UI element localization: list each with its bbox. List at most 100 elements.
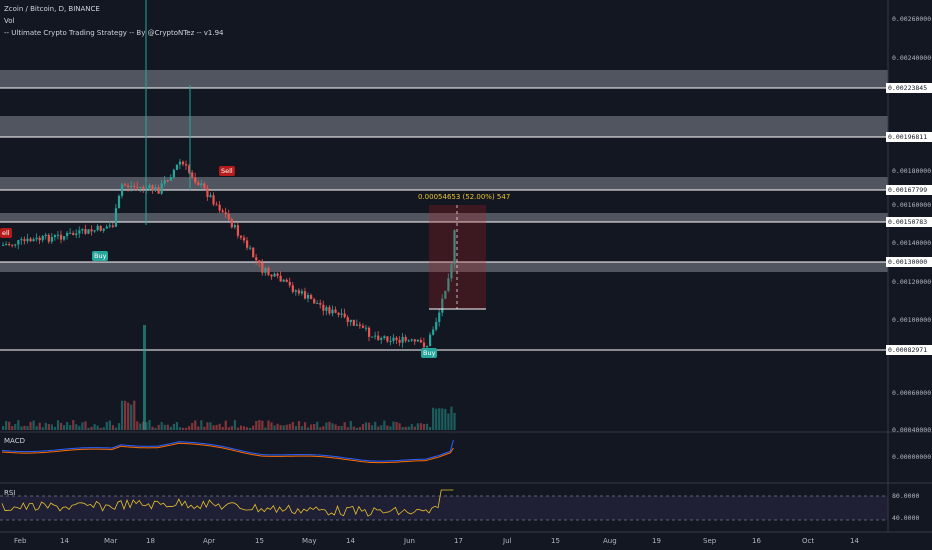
candle-body (32, 239, 35, 242)
candle-body (8, 244, 11, 246)
candle-body (172, 169, 175, 178)
candle-body (450, 264, 453, 279)
candle-body (264, 268, 267, 273)
candle-body (233, 225, 236, 228)
zone-band (0, 116, 888, 137)
candle-body (175, 164, 179, 170)
measure-readout: 0.00054653 (52.00%) 547 (418, 193, 511, 201)
volume-bar (197, 426, 200, 430)
volume-label[interactable]: Vol (4, 17, 15, 25)
macd-panel-label[interactable]: MACD (4, 437, 25, 445)
volume-bar (163, 424, 166, 430)
volume-bar (419, 423, 423, 430)
price-axis-label: 0.00260000 (892, 15, 932, 23)
volume-bar (364, 422, 368, 430)
volume-bar (203, 426, 206, 430)
volume-bar (273, 425, 276, 430)
volume-bar (343, 422, 346, 430)
volume-bar (185, 427, 188, 430)
candle-body (258, 260, 261, 263)
candle-body (47, 234, 50, 242)
supply-demand-zones (0, 70, 888, 272)
volume-bar (285, 424, 288, 430)
time-axis-label: Oct (802, 537, 815, 545)
candle-body (212, 195, 215, 205)
time-axis-label: Aug (603, 537, 617, 545)
candle-body (407, 340, 410, 342)
candle-body (133, 185, 136, 187)
volume-bar (328, 421, 331, 430)
volume-bar (349, 421, 352, 430)
volume-bar (44, 422, 47, 430)
macd-signal-line (1, 442, 454, 464)
volume-bar (38, 422, 41, 430)
volume-bar (14, 424, 17, 430)
candle-body (279, 275, 282, 282)
volume-bar (255, 421, 258, 430)
indicator-panels (0, 431, 932, 521)
candle-body (392, 337, 395, 341)
candle-body (334, 309, 337, 313)
volume-bar (252, 425, 255, 430)
candle-body (325, 307, 328, 311)
volume-bar (66, 422, 69, 430)
volume-bar (294, 425, 297, 430)
candle-body (416, 339, 419, 342)
volume-bar (148, 420, 151, 430)
volume-bar (127, 402, 130, 430)
candle-body (227, 214, 230, 220)
candle-body (206, 188, 209, 197)
time-axis-label: Mar (104, 537, 118, 545)
zone-band (0, 70, 888, 88)
volume-bar (63, 425, 66, 430)
candle-body (432, 329, 435, 335)
candle-body (38, 237, 41, 241)
candle-body (41, 236, 44, 241)
candle-body (215, 204, 218, 206)
volume-bar (334, 424, 337, 430)
price-axis-label: 0.00140000 (892, 239, 932, 247)
candle-body (154, 187, 157, 191)
volume-bar (41, 427, 44, 430)
volume-bar (300, 426, 304, 430)
chart-title[interactable]: Zcoin / Bitcoin, D, BINANCE (4, 5, 100, 13)
candle-body (87, 229, 90, 234)
rsi-panel-label[interactable]: RSI (4, 489, 16, 497)
volume-bar (166, 424, 169, 430)
candle-body (310, 294, 313, 300)
volume-bar (117, 423, 121, 430)
volume-bar (26, 426, 29, 430)
volume-bar (227, 427, 230, 430)
time-axis-label: 14 (346, 537, 355, 545)
volume-bar (313, 424, 316, 430)
price-axis-label: 0.00130000 (886, 257, 932, 267)
time-axis-label: 18 (146, 537, 155, 545)
candle-body (148, 185, 151, 189)
candle-body (99, 225, 102, 231)
candle-body (50, 237, 53, 242)
volume-bar (319, 427, 322, 430)
candle-body (413, 339, 416, 342)
time-axis-label: 14 (60, 537, 69, 545)
volume-bar (361, 424, 365, 430)
candle-body (368, 327, 371, 337)
time-axis-label: 14 (850, 537, 859, 545)
candle-body (377, 335, 380, 340)
volume-bar (35, 426, 38, 430)
volume-bar (96, 425, 99, 430)
volume-bar (209, 422, 212, 430)
volume-bar (422, 423, 426, 430)
volume-bar (124, 400, 127, 430)
indicator-axis-label: 80.0000 (892, 492, 920, 500)
candle-body (230, 219, 233, 228)
volume-bar (429, 427, 432, 430)
volume-bar (105, 421, 108, 430)
rsi-line (1, 489, 454, 517)
candle-body (59, 234, 63, 240)
candle-body (422, 342, 426, 348)
strategy-label[interactable]: -- Ultimate Crypto Trading Strategy -- B… (4, 29, 224, 37)
volume-bar (69, 425, 72, 430)
price-axis-label: 0.00040000 (892, 426, 932, 434)
volume-bar (352, 426, 355, 430)
